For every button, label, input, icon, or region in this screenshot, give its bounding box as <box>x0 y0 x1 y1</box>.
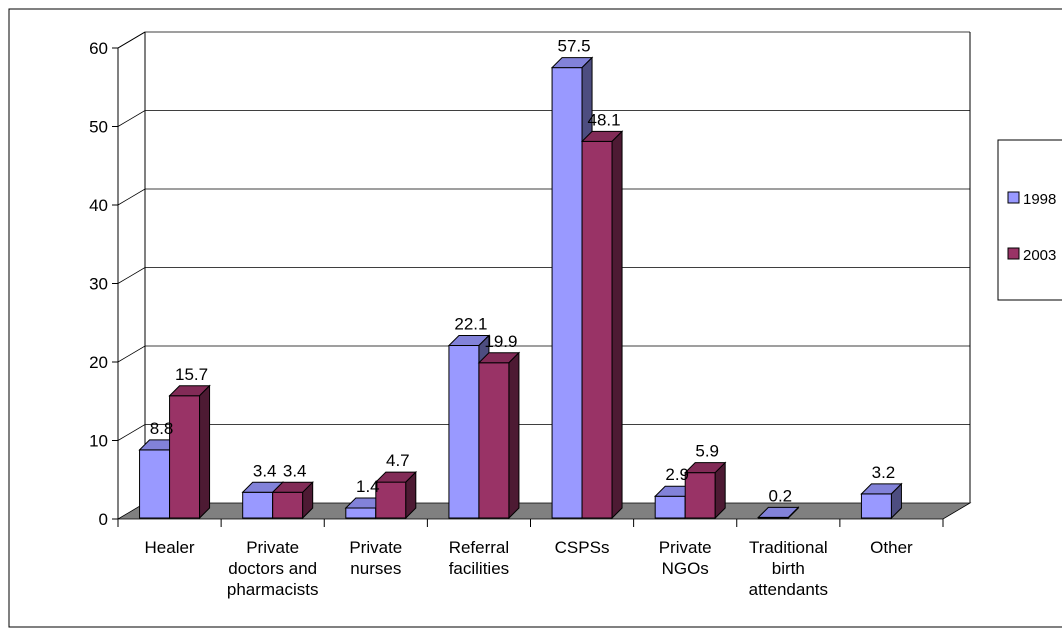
data-label: 3.4 <box>253 461 277 480</box>
bar-2003 <box>374 470 418 520</box>
legend-label: 1998 <box>1023 191 1056 208</box>
y-tick-label: 10 <box>89 432 108 451</box>
legend-label: 2003 <box>1023 247 1056 264</box>
data-label: 19.9 <box>484 332 517 351</box>
data-label: 48.1 <box>588 110 621 129</box>
bar-front <box>551 67 583 519</box>
legend-box <box>997 139 1062 301</box>
bar-side <box>890 482 902 520</box>
data-label: 8.8 <box>150 419 174 438</box>
y-tick-label: 20 <box>89 353 108 372</box>
y-tick-label: 60 <box>89 39 108 58</box>
bar-side <box>405 470 417 520</box>
x-tick-label: Private nurses <box>349 538 402 578</box>
bar-front <box>242 491 274 519</box>
bar-front <box>448 345 480 519</box>
data-label: 1.4 <box>356 477 380 496</box>
data-label: 4.7 <box>386 451 410 470</box>
bar-front <box>860 493 892 519</box>
bar-2003 <box>683 461 727 520</box>
y-tick-label: 50 <box>89 118 108 137</box>
x-tick-label: Private doctors and pharmacists <box>227 538 319 599</box>
bar-front <box>684 472 716 519</box>
bar-1998 <box>757 506 800 520</box>
bar-side <box>714 461 726 520</box>
y-tick-label: 30 <box>89 275 108 294</box>
x-tick-label: Private NGOs <box>659 538 712 578</box>
bar-side <box>199 384 211 520</box>
bar-side <box>302 481 314 520</box>
bar-2003 <box>271 481 314 520</box>
x-tick-label: Healer <box>145 538 195 557</box>
bar-side <box>787 506 799 520</box>
bar-front <box>375 481 407 519</box>
legend-swatch <box>1007 191 1020 204</box>
legend-swatch <box>1007 247 1020 260</box>
bar-front <box>654 495 686 519</box>
x-tick-label: Referral facilities <box>449 538 509 578</box>
bar-1998 <box>860 482 903 520</box>
legend: 1998 2003 <box>997 139 1062 301</box>
data-label: 22.1 <box>454 315 487 334</box>
data-label: 57.5 <box>558 37 591 56</box>
bar-side <box>611 130 623 520</box>
data-label: 0.2 <box>768 486 792 505</box>
data-label: 15.7 <box>175 365 208 384</box>
chart-border <box>8 8 1062 628</box>
bar-2003 <box>168 384 211 520</box>
data-label: 3.2 <box>872 463 896 482</box>
y-axis: 0 10 20 30 40 50 60 <box>89 39 118 529</box>
y-tick-label: 0 <box>99 510 108 529</box>
bar-2003 <box>477 351 521 520</box>
x-tick-label: Other <box>870 538 913 557</box>
data-label: 3.4 <box>283 461 307 480</box>
bar-front <box>139 449 171 519</box>
bar-front <box>345 507 377 519</box>
left-wall-top-edge <box>117 31 146 49</box>
bar-front <box>272 491 304 519</box>
bar-side <box>508 351 520 520</box>
x-tick-label: Traditional birth attendants <box>749 538 828 599</box>
bars <box>138 56 903 520</box>
bar-2003 <box>580 130 624 520</box>
data-label: 5.9 <box>695 442 719 461</box>
x-tick-label: CSPSs <box>555 538 610 557</box>
x-axis: Healer Private doctors and pharmacists Priva… <box>117 519 944 599</box>
bar-front <box>581 140 613 519</box>
bar-front <box>478 362 510 519</box>
data-labels: 8.8 15.7 3.4 3.4 1.4 4.7 22.119.9 57.5 48.1 2.9 5.… <box>150 37 896 506</box>
y-tick-label: 40 <box>89 196 108 215</box>
bar-front <box>169 395 201 519</box>
data-label: 2.9 <box>665 465 689 484</box>
